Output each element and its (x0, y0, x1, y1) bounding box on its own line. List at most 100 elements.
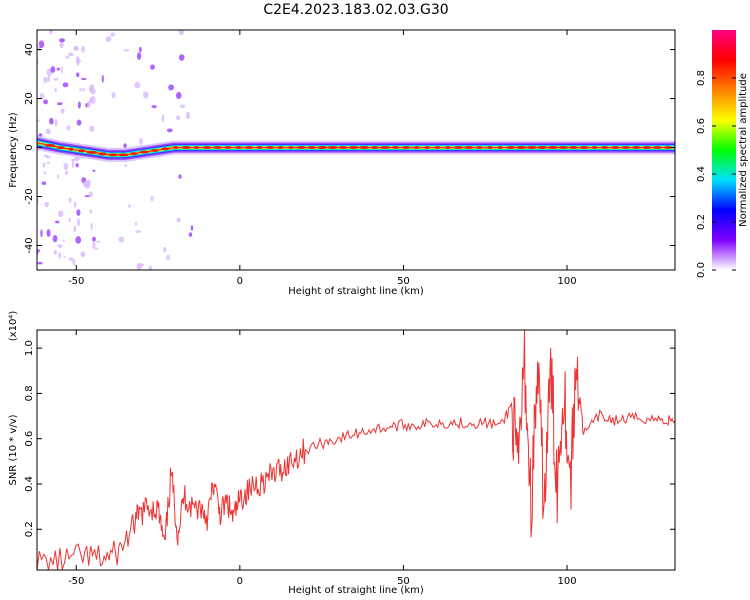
spectrogram-speck (43, 99, 48, 105)
spectrogram-speck (139, 137, 143, 146)
spectrogram-peak (547, 146, 558, 149)
spectrogram-peak (317, 146, 328, 149)
colorbar: 0.0 0.2 0.4 0.6 0.8 Normalized spectral ampl… (696, 30, 749, 278)
spectrogram-peak (632, 146, 641, 149)
spectrogram-peak (173, 146, 179, 149)
snr-y-tick-label: 0.8 (24, 385, 35, 401)
spectrogram-speck (66, 125, 71, 131)
spectrogram-peak (277, 146, 284, 149)
spectrogram-peak (621, 146, 630, 149)
spectrogram-peak (487, 146, 493, 149)
spectrogram-peak (130, 152, 138, 156)
spectrogram-speck (55, 220, 60, 224)
spectrogram-speck (176, 217, 181, 223)
spectrogram-peak (454, 146, 463, 149)
spectrogram-speck (175, 91, 182, 100)
spectrogram-y-tick-label: -40 (24, 237, 35, 253)
snr-x-axis-label: Height of straight line (km) (288, 585, 424, 596)
spectrogram-speck (148, 265, 152, 270)
spectrogram-speck (89, 125, 95, 132)
spectrogram-speck (62, 239, 65, 242)
spectrogram-x-axis-label: Height of straight line (km) (288, 286, 424, 297)
spectrogram-speck (46, 155, 51, 159)
spectrogram-speck (123, 143, 127, 149)
spectrogram-y-tick-label: 40 (24, 43, 35, 56)
spectrogram-peak (402, 146, 410, 149)
spectrogram-speck (118, 236, 125, 243)
snr-y-axis-label: SNR (10 * v/v) (8, 414, 19, 485)
snr-y-tick-label: 0.6 (24, 431, 35, 447)
spectrogram-peak (359, 146, 370, 149)
spectrogram-speck (76, 119, 82, 126)
spectrogram-peak (591, 146, 598, 149)
spectrogram-peak (56, 146, 65, 150)
spectrogram-speck (123, 49, 130, 52)
spectrogram-speck (62, 82, 69, 88)
figure-title: C2E4.2023.183.02.03.G30 (263, 2, 448, 18)
spectrogram-y-tick-label: -20 (24, 188, 35, 204)
spectrogram-speck (54, 88, 57, 93)
spectrogram-speck (90, 96, 96, 104)
spectrogram-peak (379, 146, 391, 149)
spectrogram-speck (63, 162, 69, 171)
spectrogram-speck (44, 201, 50, 208)
spectrogram-speck (72, 258, 76, 266)
spectrogram-peak (86, 150, 98, 154)
spectrogram-speck (38, 40, 45, 49)
spectrogram-peak (194, 146, 200, 149)
spectrogram-speck (90, 88, 96, 95)
spectrogram-y-ticks: -40 -20 0 20 40 (24, 43, 675, 254)
spectrogram-speck (57, 244, 63, 248)
spectrogram-speck (166, 128, 173, 133)
spectrogram-speck (37, 119, 40, 122)
spectrogram-speck (68, 217, 71, 222)
spectrogram-peak (296, 146, 307, 149)
snr-y-ticks: 0.2 0.4 0.6 0.8 1.0 (24, 340, 675, 537)
spectrogram-speck (136, 52, 142, 61)
spectrogram-speck (43, 171, 46, 175)
spectrogram-peak (338, 146, 348, 149)
spectrogram-speck (45, 128, 51, 135)
spectrogram-speck (43, 77, 48, 84)
spectrogram-peak (652, 146, 662, 149)
spectrogram-peak (256, 146, 263, 149)
spectrogram-peak (151, 149, 159, 152)
spectrogram-peak (97, 152, 107, 156)
spectrogram-speck (56, 67, 60, 71)
colorbar-tick-label: 0.6 (696, 118, 707, 134)
spectrogram-speck (59, 41, 64, 49)
spectrogram-speck (65, 55, 70, 59)
spectrogram-peak (307, 146, 317, 149)
spectrogram-peak (213, 146, 222, 149)
spectrogram-peak (245, 146, 254, 149)
spectrogram-peak (476, 146, 483, 149)
spectrogram-speck (60, 108, 65, 114)
spectrogram-speck (44, 154, 48, 158)
spectrogram-speck (58, 251, 62, 259)
spectrogram-speck (79, 87, 82, 92)
spectrogram-speck (87, 100, 91, 108)
spectrogram-speck (178, 54, 185, 61)
spectrogram-speck (92, 241, 96, 249)
snr-panel: -50 0 50 100 0.2 0.4 0.6 0.8 1.0 Height of stra… (8, 311, 676, 596)
spectrogram-speck (81, 77, 87, 81)
spectrogram-peak (348, 146, 359, 149)
spectrogram-peak (235, 146, 242, 149)
snr-y-multiplier: (x10⁴) (8, 311, 19, 342)
colorbar-gradient (712, 30, 736, 270)
spectrogram-speck (82, 87, 85, 92)
colorbar-label: Normalized spectral amplitude (738, 73, 749, 227)
spectrogram-peak (424, 146, 430, 149)
colorbar-tick-label: 0.4 (696, 166, 707, 182)
spectrogram-x-tick-label: 0 (237, 276, 243, 287)
spectrogram-speck (92, 169, 96, 172)
spectrogram-speck (188, 232, 193, 237)
spectrogram-speck (76, 59, 80, 67)
spectrogram-speck (47, 74, 51, 83)
spectrogram-speck (166, 254, 170, 261)
spectrogram-y-axis-label: Frequency (Hz) (8, 112, 19, 188)
spectrogram-speck (76, 72, 80, 78)
spectrogram-speck (37, 43, 40, 52)
colorbar-tick-label: 0.0 (696, 262, 707, 278)
spectrogram-speck (94, 247, 99, 250)
